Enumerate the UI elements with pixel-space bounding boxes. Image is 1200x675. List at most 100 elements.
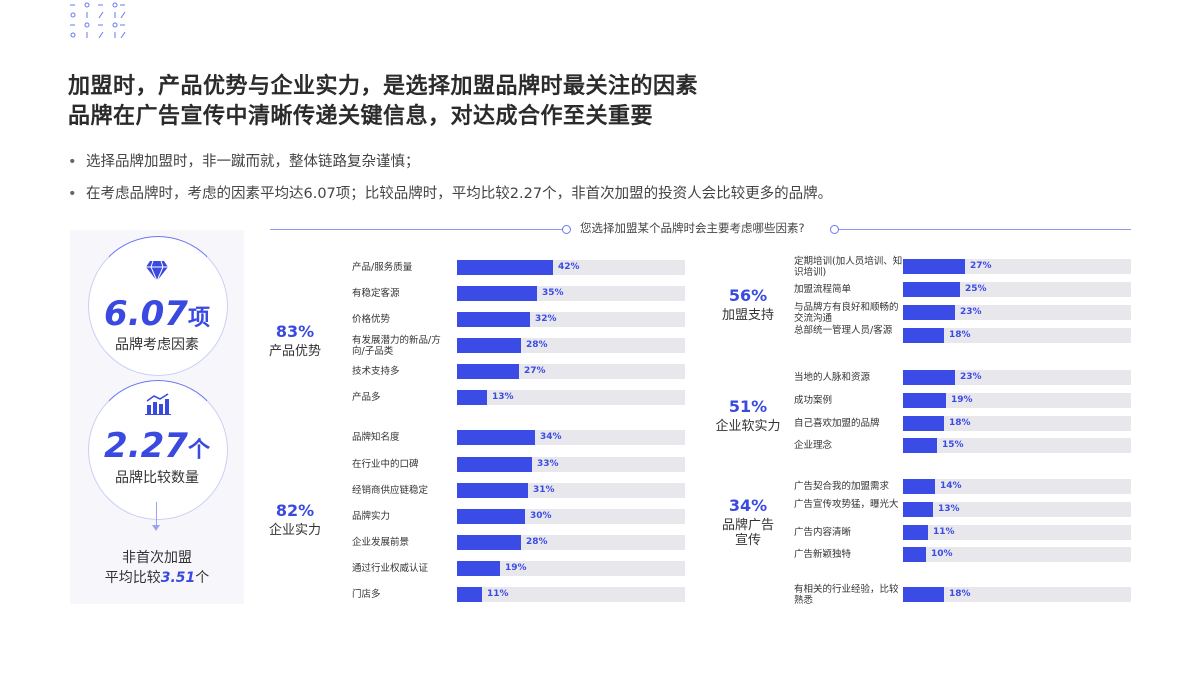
down-arrow-head <box>152 525 160 531</box>
bar-value-label: 13% <box>492 392 514 402</box>
group-name: 企业软实力 <box>715 419 781 434</box>
bar-value-label: 27% <box>524 366 546 376</box>
bar-4-4 <box>903 438 937 453</box>
bullet-item: 选择品牌加盟时，非一蹴而就，整体链路复杂谨慎； <box>68 150 832 182</box>
diamond-icon <box>146 260 168 282</box>
bar-track <box>903 525 1131 540</box>
bar-value-label: 30% <box>530 511 552 521</box>
bar-value-label: 27% <box>970 261 992 271</box>
bar-label: 企业发展前景 <box>352 537 410 548</box>
stats-panel: 6.07项 品牌考虑因素 2.27个 品牌比较数量 非首次加盟 平均比较3.51… <box>70 230 244 604</box>
bar-value-label: 23% <box>960 307 982 317</box>
bar-value-label: 14% <box>940 481 962 491</box>
bar-value-label: 23% <box>960 372 982 382</box>
group-percent: 34% <box>728 496 768 515</box>
bar-4-1 <box>903 370 955 385</box>
bar-label: 广告内容清晰 <box>794 527 852 538</box>
bar-label: 成功案例 <box>794 395 833 406</box>
repeat-investor-note: 非首次加盟 平均比较3.51个 <box>70 548 244 588</box>
bar-3-4 <box>903 328 944 343</box>
divider-line <box>839 229 1131 230</box>
bar-3-2 <box>903 282 960 297</box>
bar-value-label: 33% <box>537 459 559 469</box>
group-percent: 82% <box>275 501 315 520</box>
title-line-2: 品牌在广告宣传中清晰传递关键信息，对达成合作至关重要 <box>68 104 654 129</box>
bar-2-4 <box>457 509 525 524</box>
bar-value-label: 42% <box>558 262 580 272</box>
bar-track <box>903 547 1131 562</box>
bar-label: 门店多 <box>352 589 381 600</box>
bar-1-3 <box>457 312 530 327</box>
bar-value-label: 32% <box>535 314 557 324</box>
bar-label: 经销商供应链稳定 <box>352 485 429 496</box>
bar-value-label: 31% <box>533 485 555 495</box>
group-name: 品牌广告宣传 <box>721 518 774 548</box>
note-unit: 个 <box>195 570 210 586</box>
bullet-list: 选择品牌加盟时，非一蹴而就，整体链路复杂谨慎； 在考虑品牌时，考虑的因素平均达6… <box>68 150 832 214</box>
stat-compared-brands: 2.27个 <box>70 426 244 466</box>
bar-track <box>457 587 685 602</box>
bar-label: 总部统一管理人员/客源 <box>794 325 893 336</box>
stat-ring <box>88 380 228 520</box>
bar-track <box>457 561 685 576</box>
bar-track <box>903 502 1131 517</box>
bar-1-5 <box>457 364 519 379</box>
bar-6-1 <box>903 587 944 602</box>
bar-4-2 <box>903 393 946 408</box>
bar-2-6 <box>457 561 500 576</box>
bar-label: 加盟流程简单 <box>794 284 852 295</box>
bar-5-2 <box>903 502 933 517</box>
bar-5-3 <box>903 525 928 540</box>
bar-label: 广告新颖独特 <box>794 549 852 560</box>
bar-value-label: 19% <box>505 563 527 573</box>
down-arrow-icon <box>156 502 157 528</box>
bar-2-1 <box>457 430 535 445</box>
bar-track <box>903 393 1131 408</box>
bar-1-2 <box>457 286 537 301</box>
logo-pattern-icon <box>70 2 126 39</box>
bar-label: 广告宣传攻势猛，曝光大 <box>794 499 899 510</box>
group-percent: 83% <box>275 322 315 341</box>
bar-label: 当地的人脉和资源 <box>794 372 871 383</box>
page-title: 加盟时，产品优势与企业实力，是选择加盟品牌时最关注的因素 品牌在广告宣传中清晰传… <box>68 72 698 132</box>
bar-3-3 <box>903 305 955 320</box>
stat-value: 6.07 <box>104 294 188 334</box>
group-name: 加盟支持 <box>721 308 774 323</box>
bar-label: 自己喜欢加盟的品牌 <box>794 418 880 429</box>
note-line: 非首次加盟 <box>122 550 192 566</box>
bar-5-4 <box>903 547 926 562</box>
bar-label: 产品/服务质量 <box>352 262 413 273</box>
stat-label: 品牌比较数量 <box>115 470 199 486</box>
stat-unit: 个 <box>187 438 210 463</box>
bar-label: 价格优势 <box>352 314 391 325</box>
bar-value-label: 11% <box>933 527 955 537</box>
bar-2-5 <box>457 535 521 550</box>
bar-track <box>903 305 1131 320</box>
bar-2-2 <box>457 457 532 472</box>
bar-value-label: 13% <box>938 504 960 514</box>
bar-value-label: 28% <box>526 340 548 350</box>
bar-track <box>903 328 1131 343</box>
bar-1-4 <box>457 338 521 353</box>
bar-3-1 <box>903 259 965 274</box>
divider-line <box>270 229 566 230</box>
bar-label: 有发展潜力的新品/方向/子品类 <box>352 335 441 357</box>
note-value: 3.51 <box>160 570 196 586</box>
bullet-item: 在考虑品牌时，考虑的因素平均达6.07项；比较品牌时，平均比较2.27个，非首次… <box>68 182 832 214</box>
stat-ring <box>88 236 228 376</box>
bar-label: 产品多 <box>352 392 381 403</box>
bar-value-label: 15% <box>942 440 964 450</box>
group-name: 产品优势 <box>268 344 321 359</box>
bar-track <box>903 587 1131 602</box>
bar-4-3 <box>903 416 944 431</box>
bar-value-label: 11% <box>487 589 509 599</box>
bar-label: 有相关的行业经验，比较熟悉 <box>794 584 899 606</box>
stat-considered-factors: 6.07项 <box>70 294 244 334</box>
stat-label: 品牌考虑因素 <box>115 337 199 353</box>
bar-2-7 <box>457 587 482 602</box>
bar-track <box>903 479 1131 494</box>
bar-1-1 <box>457 260 553 275</box>
bar-5-1 <box>903 479 935 494</box>
bar-label: 通过行业权威认证 <box>352 563 429 574</box>
bar-value-label: 18% <box>949 589 971 599</box>
